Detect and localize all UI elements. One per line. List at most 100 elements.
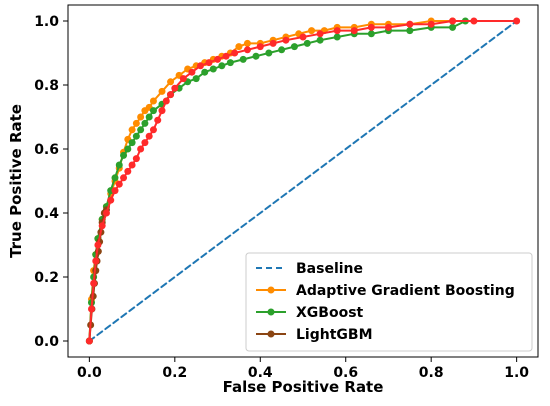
data-point-unnamed: [350, 27, 358, 35]
y-axis-ticks: 0.0 0.2 0.4 0.6 0.8 1.0: [34, 14, 68, 350]
legend: Baseline Adaptive Gradient Boosting XGBo…: [245, 252, 533, 352]
data-point-unnamed: [115, 180, 123, 188]
data-point-unnamed: [88, 305, 95, 313]
series-unnamed: [85, 17, 521, 345]
y-tick-label: 0.2: [34, 270, 59, 286]
data-point-xgboost: [303, 39, 311, 47]
legend-marker-lightgbm: [267, 330, 275, 338]
data-point-unnamed: [256, 43, 264, 51]
data-point-unnamed: [449, 17, 457, 25]
data-point-unnamed: [128, 161, 136, 169]
data-point-unnamed: [124, 167, 132, 175]
data-point-unnamed: [120, 174, 128, 182]
data-point-unnamed: [406, 20, 414, 28]
y-axis-label: True Positive Rate: [7, 104, 25, 258]
data-point-unnamed: [470, 17, 478, 25]
series-lightgbm: [85, 206, 110, 345]
data-point-unnamed: [316, 30, 324, 38]
plot-frame: [67, 4, 539, 358]
data-point-unnamed: [333, 27, 341, 35]
data-point-unnamed: [92, 257, 100, 265]
data-point-unnamed: [145, 132, 153, 140]
legend-label-adaptive-gb: Adaptive Gradient Boosting: [296, 283, 515, 299]
data-point-xgboost: [149, 107, 157, 115]
data-point-unnamed: [243, 46, 251, 54]
data-point-xgboost: [333, 33, 341, 41]
x-tick-label: 0.2: [162, 365, 187, 381]
data-point-adaptive-gradient-boosting: [132, 119, 140, 127]
y-tick-label: 0.8: [34, 78, 59, 94]
data-point-xgboost: [290, 43, 298, 51]
data-point-unnamed: [141, 139, 149, 147]
y-tick-label: 0.4: [34, 206, 59, 222]
legend-label-xgboost: XGBoost: [296, 305, 364, 321]
data-point-unnamed: [98, 222, 106, 230]
data-point-adaptive-gradient-boosting: [308, 27, 316, 35]
data-point-xgboost: [278, 46, 286, 54]
data-point-adaptive-gradient-boosting: [167, 78, 175, 86]
data-point-adaptive-gradient-boosting: [235, 43, 243, 51]
data-point-unnamed: [149, 126, 157, 134]
y-tick-label: 0.0: [34, 334, 59, 350]
data-point-xgboost: [209, 65, 217, 73]
x-axis-label: False Positive Rate: [223, 378, 384, 396]
x-tick-label: 0.0: [77, 365, 102, 381]
data-point-unnamed: [214, 55, 222, 63]
data-point-xgboost: [316, 36, 324, 44]
data-point-xgboost: [124, 145, 132, 153]
data-point-xgboost: [192, 75, 200, 83]
legend-marker-xgboost: [267, 308, 275, 316]
data-point-unnamed: [367, 23, 375, 31]
data-point-unnamed: [171, 84, 179, 92]
data-point-xgboost: [137, 126, 145, 134]
data-point-adaptive-gradient-boosting: [128, 126, 136, 134]
legend-box: [245, 252, 533, 352]
data-point-xgboost: [265, 49, 273, 57]
data-point-adaptive-gradient-boosting: [149, 97, 157, 105]
data-point-xgboost: [201, 68, 209, 76]
data-point-xgboost: [132, 132, 140, 140]
data-point-xgboost: [252, 52, 260, 60]
data-point-unnamed: [137, 145, 145, 153]
data-point-unnamed: [269, 39, 277, 47]
data-point-unnamed: [167, 91, 175, 99]
data-point-unnamed: [90, 279, 98, 287]
data-point-unnamed: [205, 59, 213, 67]
data-point-unnamed: [513, 17, 521, 25]
legend-label-baseline: Baseline: [296, 261, 363, 277]
y-tick-label: 0.6: [34, 142, 59, 158]
data-point-xgboost: [218, 62, 226, 70]
data-point-unnamed: [85, 337, 93, 345]
data-point-unnamed: [158, 107, 166, 115]
data-point-xgboost: [449, 23, 457, 31]
x-tick-label: 0.4: [248, 365, 273, 381]
data-point-unnamed: [231, 49, 239, 57]
data-point-xgboost: [120, 151, 128, 159]
legend-marker-adaptive-gb: [267, 286, 275, 294]
data-point-adaptive-gradient-boosting: [243, 39, 251, 47]
data-point-xgboost: [367, 30, 375, 38]
data-point-xgboost: [226, 59, 234, 67]
data-point-xgboost: [128, 139, 136, 147]
data-point-xgboost: [406, 27, 414, 35]
data-point-xgboost: [145, 113, 153, 121]
data-point-unnamed: [427, 20, 435, 28]
legend-label-lightgbm: LightGBM: [296, 327, 373, 343]
plot-area: 0.0 0.2 0.4 0.6 0.8 1.0 0.0 0.2 0.4 0.6 0.8 1.0: [34, 4, 539, 381]
data-point-unnamed: [154, 116, 162, 124]
data-point-unnamed: [111, 187, 119, 195]
x-axis-ticks: 0.0 0.2 0.4 0.6 0.8 1.0: [77, 357, 529, 381]
data-point-unnamed: [196, 62, 204, 70]
data-point-adaptive-gradient-boosting: [137, 113, 145, 121]
y-tick-label: 1.0: [34, 14, 59, 30]
data-point-unnamed: [162, 97, 170, 105]
x-tick-label: 0.6: [333, 365, 358, 381]
data-point-unnamed: [179, 75, 187, 83]
x-tick-label: 1.0: [504, 365, 529, 381]
data-point-unnamed: [102, 209, 110, 217]
data-point-xgboost: [141, 119, 149, 127]
data-point-unnamed: [188, 68, 196, 76]
series-line-baseline: [88, 20, 518, 342]
data-point-adaptive-gradient-boosting: [158, 87, 166, 95]
